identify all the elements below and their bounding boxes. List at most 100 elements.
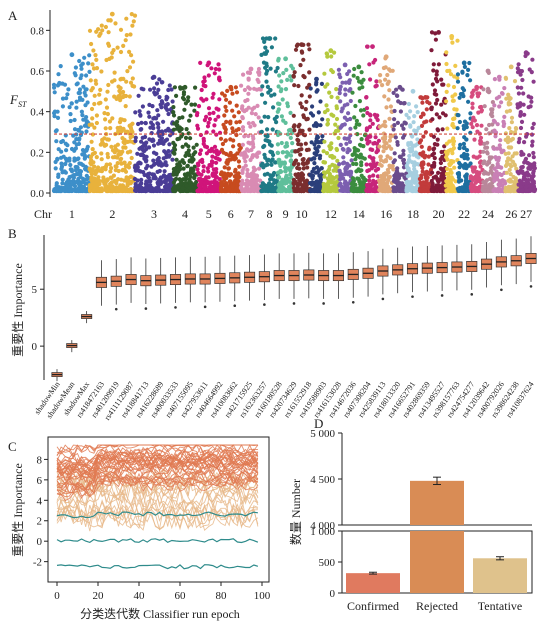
manhattan-point bbox=[276, 58, 281, 63]
manhattan-point bbox=[512, 79, 518, 84]
manhattan-point bbox=[352, 115, 357, 120]
manhattan-point bbox=[171, 110, 176, 115]
manhattan-point bbox=[387, 116, 392, 121]
run-line bbox=[56, 503, 259, 530]
manhattan-point bbox=[192, 175, 197, 180]
manhattan-point bbox=[407, 172, 412, 177]
manhattan-point bbox=[315, 140, 320, 145]
manhattan-point bbox=[302, 179, 307, 184]
manhattan-point bbox=[302, 182, 307, 187]
manhattan-point bbox=[429, 48, 434, 53]
manhattan-point bbox=[475, 155, 480, 160]
manhattan-point bbox=[285, 188, 290, 193]
manhattan-point bbox=[119, 156, 124, 161]
manhattan-point bbox=[207, 116, 212, 122]
manhattan-point bbox=[276, 175, 281, 180]
manhattan-point bbox=[222, 177, 227, 183]
manhattan-point bbox=[347, 139, 353, 144]
manhattan-point bbox=[507, 179, 513, 184]
panel-c-x-ticks: 0 20 40 60 80 100 bbox=[54, 582, 271, 602]
manhattan-point bbox=[264, 61, 269, 66]
manhattan-point bbox=[419, 163, 424, 168]
run-line bbox=[56, 479, 259, 502]
manhattan-point bbox=[191, 157, 196, 162]
manhattan-point bbox=[156, 141, 161, 146]
manhattan-point bbox=[512, 180, 517, 185]
manhattan-point bbox=[72, 71, 77, 76]
manhattan-point bbox=[236, 110, 241, 115]
manhattan-point bbox=[529, 70, 534, 75]
manhattan-point bbox=[159, 139, 165, 144]
manhattan-point bbox=[272, 92, 277, 97]
manhattan-point bbox=[395, 140, 400, 145]
panel-c-x-tick-label: 20 bbox=[93, 590, 105, 602]
manhattan-point bbox=[90, 62, 95, 67]
manhattan-point bbox=[330, 69, 335, 75]
manhattan-point bbox=[515, 102, 520, 107]
manhattan-point bbox=[516, 62, 521, 67]
manhattan-point bbox=[116, 152, 121, 157]
manhattan-point bbox=[261, 144, 266, 150]
panel-d-category-label: Rejected bbox=[416, 599, 458, 613]
manhattan-point bbox=[522, 174, 527, 179]
manhattan-point bbox=[417, 176, 422, 182]
manhattan-point bbox=[250, 140, 255, 145]
manhattan-point bbox=[240, 116, 245, 121]
manhattan-point bbox=[77, 87, 83, 92]
manhattan-point bbox=[132, 84, 137, 89]
manhattan-point bbox=[359, 137, 364, 142]
manhattan-point bbox=[286, 128, 292, 133]
manhattan-point bbox=[298, 63, 303, 68]
manhattan-point bbox=[402, 175, 407, 180]
box-outlier bbox=[114, 307, 118, 311]
manhattan-point bbox=[228, 84, 234, 90]
manhattan-point bbox=[340, 106, 345, 111]
manhattan-point bbox=[503, 163, 509, 168]
manhattan-point bbox=[474, 123, 480, 128]
manhattan-point bbox=[471, 88, 476, 93]
manhattan-point bbox=[178, 181, 183, 186]
manhattan-point bbox=[274, 114, 279, 119]
manhattan-point bbox=[419, 123, 425, 128]
manhattan-point bbox=[88, 154, 94, 159]
panel-b-y-tick-label: 0 bbox=[32, 341, 38, 353]
manhattan-point bbox=[172, 85, 177, 90]
manhattan-point bbox=[230, 108, 235, 113]
manhattan-point bbox=[240, 142, 245, 147]
manhattan-point bbox=[172, 143, 178, 148]
manhattan-point bbox=[357, 99, 362, 104]
manhattan-point bbox=[285, 132, 290, 137]
manhattan-point bbox=[115, 45, 120, 50]
manhattan-point bbox=[172, 147, 178, 152]
manhattan-point bbox=[291, 124, 296, 129]
manhattan-point bbox=[209, 66, 214, 71]
manhattan-point bbox=[106, 41, 111, 46]
manhattan-point bbox=[212, 144, 218, 149]
manhattan-point bbox=[104, 162, 109, 167]
manhattan-point bbox=[267, 36, 272, 41]
manhattan-point bbox=[251, 188, 256, 193]
manhattan-point bbox=[301, 57, 306, 62]
manhattan-point bbox=[506, 151, 511, 156]
manhattan-point bbox=[519, 85, 524, 90]
manhattan-point bbox=[444, 61, 449, 67]
manhattan-point bbox=[183, 135, 189, 140]
manhattan-point bbox=[423, 130, 428, 135]
manhattan-point bbox=[383, 54, 389, 60]
manhattan-point bbox=[384, 105, 389, 110]
manhattan-point bbox=[59, 149, 64, 154]
manhattan-point bbox=[64, 96, 69, 101]
manhattan-point bbox=[398, 109, 403, 114]
manhattan-point bbox=[381, 131, 386, 136]
manhattan-point bbox=[406, 115, 411, 120]
manhattan-point bbox=[123, 38, 128, 43]
manhattan-point bbox=[154, 91, 159, 96]
manhattan-point bbox=[82, 55, 87, 60]
manhattan-point bbox=[89, 41, 94, 47]
manhattan-point bbox=[140, 147, 146, 153]
manhattan-point bbox=[431, 134, 437, 139]
manhattan-point bbox=[479, 109, 484, 114]
manhattan-point bbox=[382, 187, 387, 192]
manhattan-point bbox=[466, 67, 471, 72]
